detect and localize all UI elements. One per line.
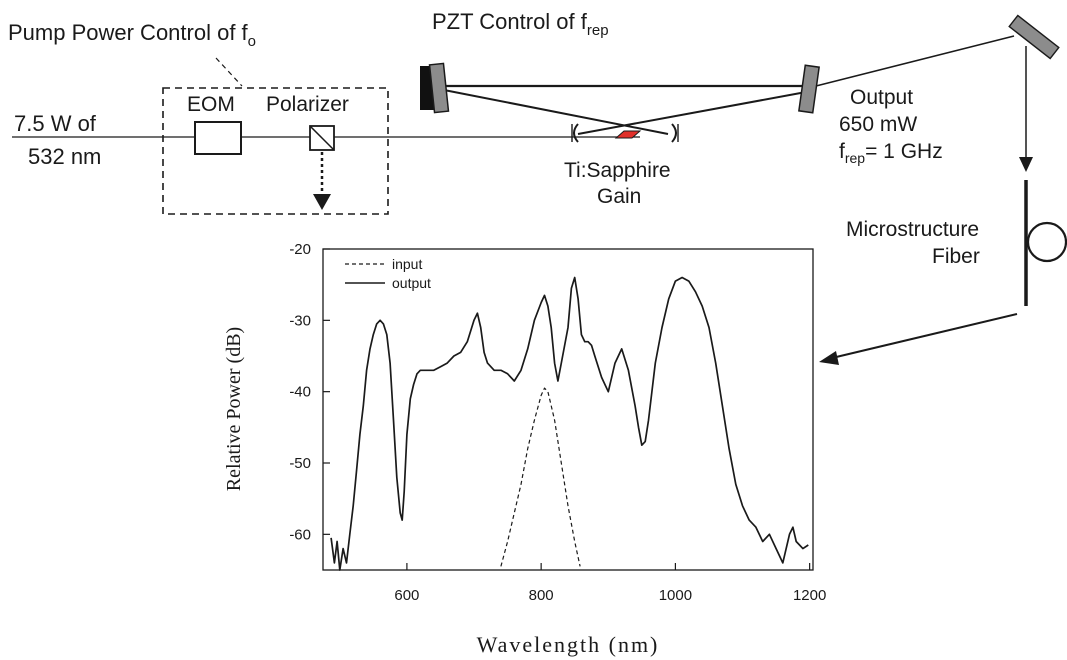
pump-control-pointer: [215, 57, 243, 87]
output-coupler-mirror: [798, 64, 820, 114]
gain-label-line2: Gain: [597, 185, 641, 208]
series-line-input: [500, 387, 581, 567]
pzt-control-sub: rep: [587, 22, 609, 39]
polarizer-label: Polarizer: [266, 93, 349, 116]
plot-frame: [322, 248, 814, 571]
x-tick-label: 600: [394, 587, 419, 604]
axis-ticks: 600 800 1000 1200 -20 -30 -40 -50 -60: [289, 241, 826, 604]
pump-power-control-sub: o: [248, 33, 256, 50]
y-tick-label: -50: [289, 455, 311, 472]
x-tick-label: 800: [529, 587, 554, 604]
output-label-line1: Output: [850, 86, 913, 109]
cavity-beam-left-diag: [443, 89, 669, 135]
source-label-line1: 7.5 W of: [14, 111, 97, 136]
spectrum-pointer-arrowhead: [819, 351, 839, 365]
x-tick-label: 1000: [659, 587, 692, 604]
eom-label: EOM: [187, 93, 235, 116]
source-label-line2: 532 nm: [28, 144, 101, 169]
pump-control-box: [162, 87, 389, 215]
spectrum-pointer-arrow: [831, 313, 1018, 359]
y-axis-label: Relative Power (dB): [223, 327, 245, 491]
output-beam-arrowhead: [1019, 157, 1033, 172]
chart-legend: input output: [345, 256, 431, 291]
pzt-mirror: [428, 62, 450, 114]
steering-mirror: [1008, 14, 1060, 60]
x-tick-label: 1200: [793, 587, 826, 604]
rejected-beam-arrowhead: [313, 194, 331, 210]
pzt-control-label: PZT Control of frep: [432, 9, 609, 39]
y-tick-label: -20: [289, 241, 311, 258]
series-line-output: [330, 276, 809, 571]
output-label-line2: 650 mW: [839, 113, 917, 136]
gain-label-line1: Ti:Sapphire: [564, 159, 671, 182]
legend-output-label: output: [392, 275, 431, 291]
output-beam: [815, 35, 1015, 87]
fiber-coil: [1026, 221, 1067, 263]
frep-label: frep= 1 GHz: [839, 140, 943, 166]
y-tick-label: -40: [289, 384, 311, 401]
fiber-label-line2: Fiber: [932, 245, 980, 268]
spectrum-chart: 600 800 1000 1200 -20 -30 -40 -50 -60 input outp…: [223, 241, 826, 657]
focusing-mirror-right: [671, 123, 677, 143]
frep-sub: rep: [845, 150, 865, 166]
focusing-mirror-left: [573, 123, 579, 143]
pzt-control-text: PZT Control of f: [432, 9, 588, 34]
polarizer-diagonal: [309, 125, 335, 151]
pump-power-control-text: Pump Power Control of f: [8, 20, 249, 45]
cavity-beam-right-diag: [577, 91, 807, 135]
y-tick-label: -30: [289, 312, 311, 329]
y-tick-label: -60: [289, 526, 311, 543]
frep-symbol: f: [839, 140, 845, 163]
x-axis-label: Wavelength (nm): [477, 632, 660, 657]
pump-power-control-label: Pump Power Control of fo: [8, 20, 256, 50]
chart-series: [330, 276, 809, 571]
ti-sapphire-crystal: [614, 130, 642, 139]
eom-box: [194, 121, 242, 155]
legend-input-label: input: [392, 256, 422, 272]
fiber-label-line1: Microstructure: [846, 218, 979, 241]
frep-value: = 1 GHz: [865, 140, 943, 163]
